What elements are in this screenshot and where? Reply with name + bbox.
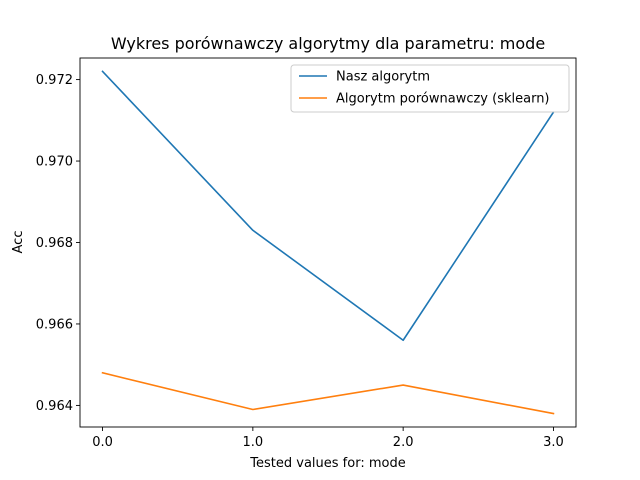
series-line-2 [101, 371, 555, 415]
y-axis-title: Acc [11, 231, 26, 254]
y-tick-label: 0.964 [36, 399, 73, 414]
y-tick-label: 0.968 [36, 236, 73, 251]
x-tick-label: 0.0 [92, 435, 113, 450]
legend-label-2: Algorytm porównawczy (sklearn) [336, 92, 550, 107]
legend-label-1: Nasz algorytm [336, 70, 430, 85]
legend-box [290, 64, 570, 113]
x-tick-label: 2.0 [393, 435, 414, 450]
x-tick-label: 1.0 [243, 435, 264, 450]
chart-title: Wykres porównawczy algorytmy dla paramet… [111, 34, 545, 53]
series-line-1 [101, 70, 555, 342]
y-tick-label: 0.970 [36, 155, 73, 170]
y-tick-label: 0.966 [36, 317, 73, 332]
plot-frame [79, 57, 577, 428]
x-axis-title: Tested values for: mode [249, 456, 405, 471]
plot-area: 0.0 1.0 2.0 3.0 0.964 0.966 0.968 0.970 0.972 Nas… [36, 57, 577, 450]
y-tick-label: 0.972 [36, 73, 73, 88]
x-tick-label: 3.0 [543, 435, 564, 450]
